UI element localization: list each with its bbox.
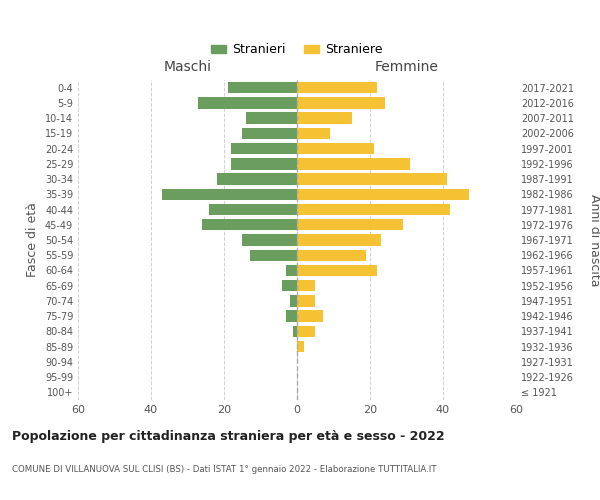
Bar xyxy=(297,112,352,124)
Bar xyxy=(297,250,367,261)
Bar xyxy=(297,219,403,230)
Bar xyxy=(297,265,377,276)
Bar xyxy=(297,158,410,170)
Bar xyxy=(232,143,297,154)
Bar xyxy=(297,143,374,154)
Bar xyxy=(246,112,297,124)
Bar xyxy=(209,204,297,215)
Bar xyxy=(297,234,381,246)
Bar xyxy=(202,219,297,230)
Bar xyxy=(242,128,297,139)
Text: Femmine: Femmine xyxy=(374,60,439,74)
Bar xyxy=(242,234,297,246)
Bar xyxy=(297,326,315,337)
Bar xyxy=(286,265,297,276)
Bar xyxy=(297,341,304,352)
Bar xyxy=(297,310,323,322)
Bar xyxy=(250,250,297,261)
Bar xyxy=(297,174,446,185)
Bar xyxy=(297,97,385,108)
Bar xyxy=(297,188,469,200)
Bar xyxy=(297,128,330,139)
Text: Maschi: Maschi xyxy=(163,60,212,74)
Bar xyxy=(297,204,450,215)
Bar xyxy=(297,280,315,291)
Text: COMUNE DI VILLANUOVA SUL CLISI (BS) - Dati ISTAT 1° gennaio 2022 - Elaborazione : COMUNE DI VILLANUOVA SUL CLISI (BS) - Da… xyxy=(12,465,437,474)
Bar xyxy=(286,310,297,322)
Bar xyxy=(283,280,297,291)
Bar xyxy=(162,188,297,200)
Bar xyxy=(227,82,297,94)
Bar xyxy=(217,174,297,185)
Bar xyxy=(199,97,297,108)
Y-axis label: Fasce di età: Fasce di età xyxy=(26,202,39,278)
Y-axis label: Anni di nascita: Anni di nascita xyxy=(588,194,600,286)
Bar xyxy=(293,326,297,337)
Legend: Stranieri, Straniere: Stranieri, Straniere xyxy=(206,38,388,61)
Bar xyxy=(297,295,315,306)
Bar xyxy=(297,82,377,94)
Text: Popolazione per cittadinanza straniera per età e sesso - 2022: Popolazione per cittadinanza straniera p… xyxy=(12,430,445,443)
Bar xyxy=(290,295,297,306)
Bar xyxy=(232,158,297,170)
